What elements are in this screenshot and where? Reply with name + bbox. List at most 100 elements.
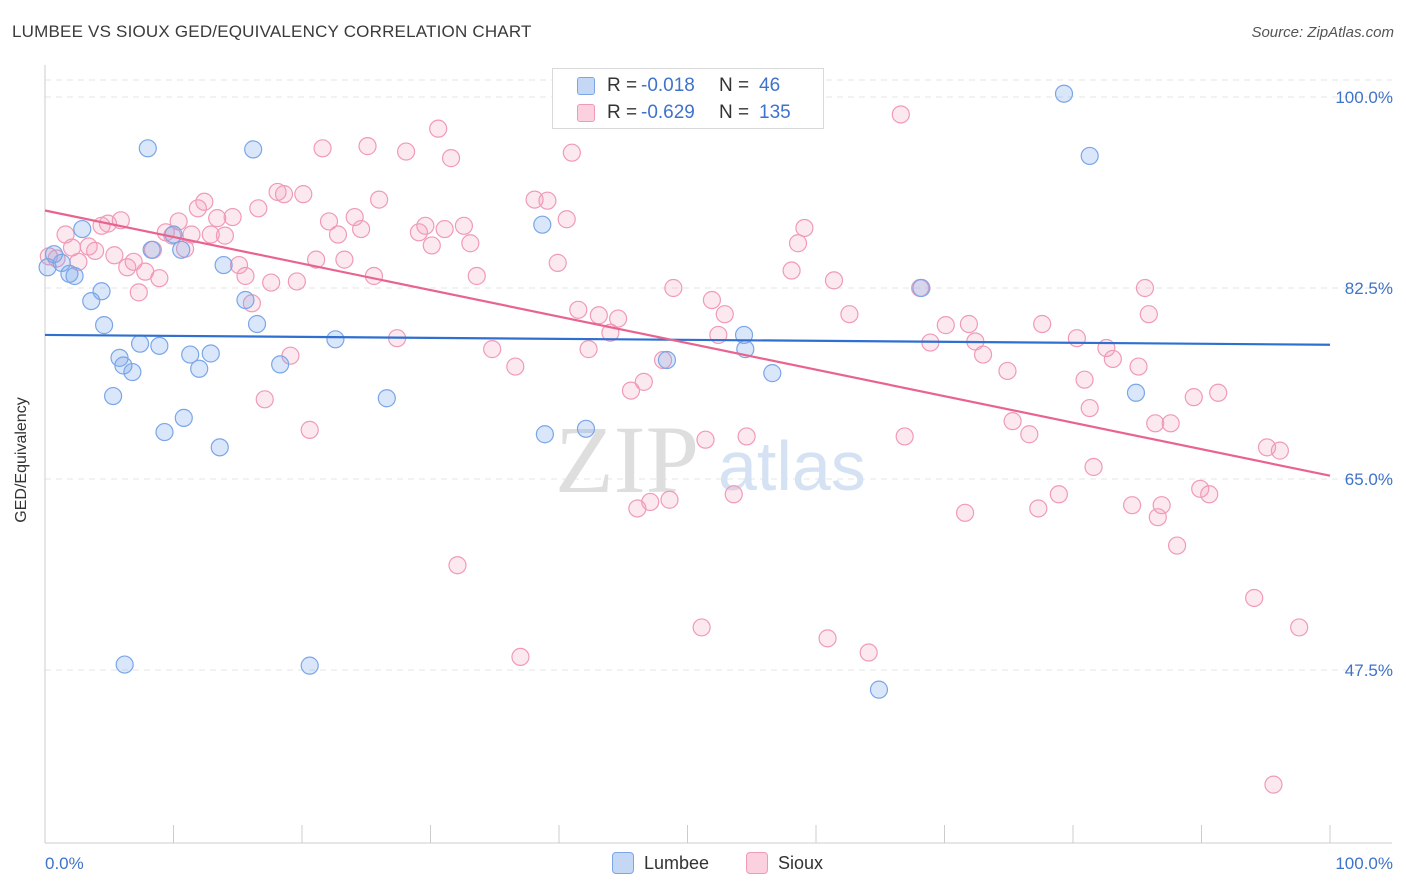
lumbee-point bbox=[1054, 84, 1074, 103]
legend-n-label: N = bbox=[719, 75, 750, 96]
sioux-point bbox=[824, 271, 844, 290]
sioux-point bbox=[262, 273, 281, 292]
sioux-point bbox=[1067, 329, 1086, 348]
lumbee-point bbox=[38, 258, 57, 277]
sioux-point bbox=[448, 556, 467, 575]
chart-title: LUMBEE VS SIOUX GED/EQUIVALENCY CORRELAT… bbox=[12, 22, 532, 41]
y-tick-label: 47.5% bbox=[1345, 661, 1393, 680]
lumbee-point bbox=[73, 219, 92, 239]
bottom-legend: Lumbee Sioux bbox=[0, 852, 1406, 876]
sioux-point bbox=[589, 306, 608, 325]
sioux-point bbox=[641, 492, 660, 512]
sioux-point bbox=[1075, 370, 1094, 389]
sioux-point bbox=[715, 305, 734, 324]
sioux-swatch-icon bbox=[577, 104, 595, 122]
legend-n-value: 135 bbox=[759, 102, 791, 123]
sioux-point bbox=[562, 143, 581, 162]
lumbee-point bbox=[763, 364, 782, 383]
lumbee-trend-line bbox=[44, 333, 1331, 346]
legend-r-label: R = bbox=[607, 102, 638, 123]
sioux-point bbox=[255, 390, 274, 409]
watermark-atlas: atlas bbox=[718, 427, 866, 505]
lumbee-point bbox=[123, 362, 142, 382]
sioux-point bbox=[56, 225, 75, 244]
sioux-point bbox=[696, 430, 715, 449]
sioux-point bbox=[1103, 349, 1122, 369]
sioux-point bbox=[548, 253, 567, 272]
legend-r-value: -0.018 bbox=[641, 75, 695, 96]
sioux-point bbox=[105, 246, 124, 265]
lumbee-point bbox=[657, 350, 677, 370]
legend-row-sioux: R = -0.629 N = 135 bbox=[577, 100, 791, 126]
sioux-point bbox=[1139, 305, 1158, 324]
lumbee-point bbox=[65, 266, 84, 286]
sioux-point bbox=[737, 427, 756, 446]
bottom-legend-lumbee: Lumbee bbox=[612, 852, 709, 874]
lumbee-point bbox=[201, 344, 220, 363]
legend-n-label: N = bbox=[719, 102, 750, 123]
lumbee-point bbox=[210, 438, 229, 457]
sioux-point bbox=[429, 119, 448, 138]
lumbee-point bbox=[174, 408, 193, 427]
legend-r-value: -0.629 bbox=[641, 102, 695, 123]
sioux-point bbox=[307, 250, 326, 269]
legend-n-value: 46 bbox=[759, 75, 781, 96]
lumbee-point bbox=[114, 356, 133, 375]
sioux-point bbox=[1290, 618, 1309, 637]
sioux-point bbox=[538, 191, 557, 210]
sioux-point bbox=[621, 381, 641, 400]
sioux-point bbox=[511, 647, 530, 667]
sioux-point bbox=[609, 309, 628, 328]
legend: R = -0.018 N = 46 R = -0.629 N = 135 bbox=[552, 68, 824, 129]
legend-row-lumbee: R = -0.018 N = 46 bbox=[577, 73, 780, 99]
sioux-point bbox=[895, 427, 914, 446]
sioux-point bbox=[891, 105, 910, 124]
x-tick-label: 100.0% bbox=[1335, 854, 1393, 873]
sioux-point bbox=[195, 192, 214, 211]
lumbee-point bbox=[115, 655, 134, 674]
lumbee-point bbox=[247, 314, 267, 334]
sioux-point bbox=[370, 190, 389, 209]
sioux-point bbox=[188, 199, 208, 218]
sioux-point bbox=[959, 314, 979, 334]
gridlines bbox=[45, 79, 1392, 671]
sioux-point bbox=[569, 300, 588, 319]
sioux-point bbox=[664, 278, 683, 298]
watermark: ZIP atlas bbox=[555, 406, 866, 513]
y-tick-label: 65.0% bbox=[1345, 470, 1393, 489]
lumbee-point bbox=[190, 359, 209, 378]
sioux-point bbox=[1184, 388, 1203, 407]
lumbee-point bbox=[1126, 383, 1146, 402]
sioux-point bbox=[1020, 425, 1039, 444]
sioux-point bbox=[1200, 485, 1219, 504]
y-tick-label: 100.0% bbox=[1335, 88, 1393, 107]
lumbee-point bbox=[377, 389, 396, 408]
sioux-point bbox=[201, 225, 220, 244]
lumbee-point bbox=[150, 336, 169, 355]
sioux-point bbox=[795, 218, 814, 238]
lumbee-swatch-icon bbox=[612, 852, 634, 874]
sioux-point bbox=[506, 357, 525, 376]
sioux-point bbox=[1135, 278, 1155, 298]
lumbee-point bbox=[92, 282, 111, 301]
sioux-point bbox=[358, 137, 377, 156]
sioux-point bbox=[788, 234, 808, 253]
lumbee-point bbox=[869, 680, 889, 699]
sioux-point bbox=[692, 618, 711, 637]
sioux-point bbox=[441, 149, 461, 168]
sioux-point bbox=[409, 223, 429, 242]
lumbee-point bbox=[130, 334, 150, 353]
y-axis-label: GED/Equivalency bbox=[13, 397, 30, 523]
lumbee-point bbox=[155, 422, 174, 442]
sioux-point bbox=[223, 207, 242, 227]
sioux-point bbox=[150, 269, 169, 288]
sioux-point bbox=[229, 255, 249, 275]
lumbee-point bbox=[535, 425, 554, 444]
sioux-point bbox=[1264, 775, 1283, 794]
lumbee-point bbox=[95, 316, 114, 335]
lumbee-point bbox=[104, 386, 123, 406]
sioux-point bbox=[313, 139, 332, 158]
sioux-point bbox=[840, 305, 859, 324]
sioux-point bbox=[634, 372, 653, 391]
sioux-point bbox=[1209, 383, 1228, 402]
